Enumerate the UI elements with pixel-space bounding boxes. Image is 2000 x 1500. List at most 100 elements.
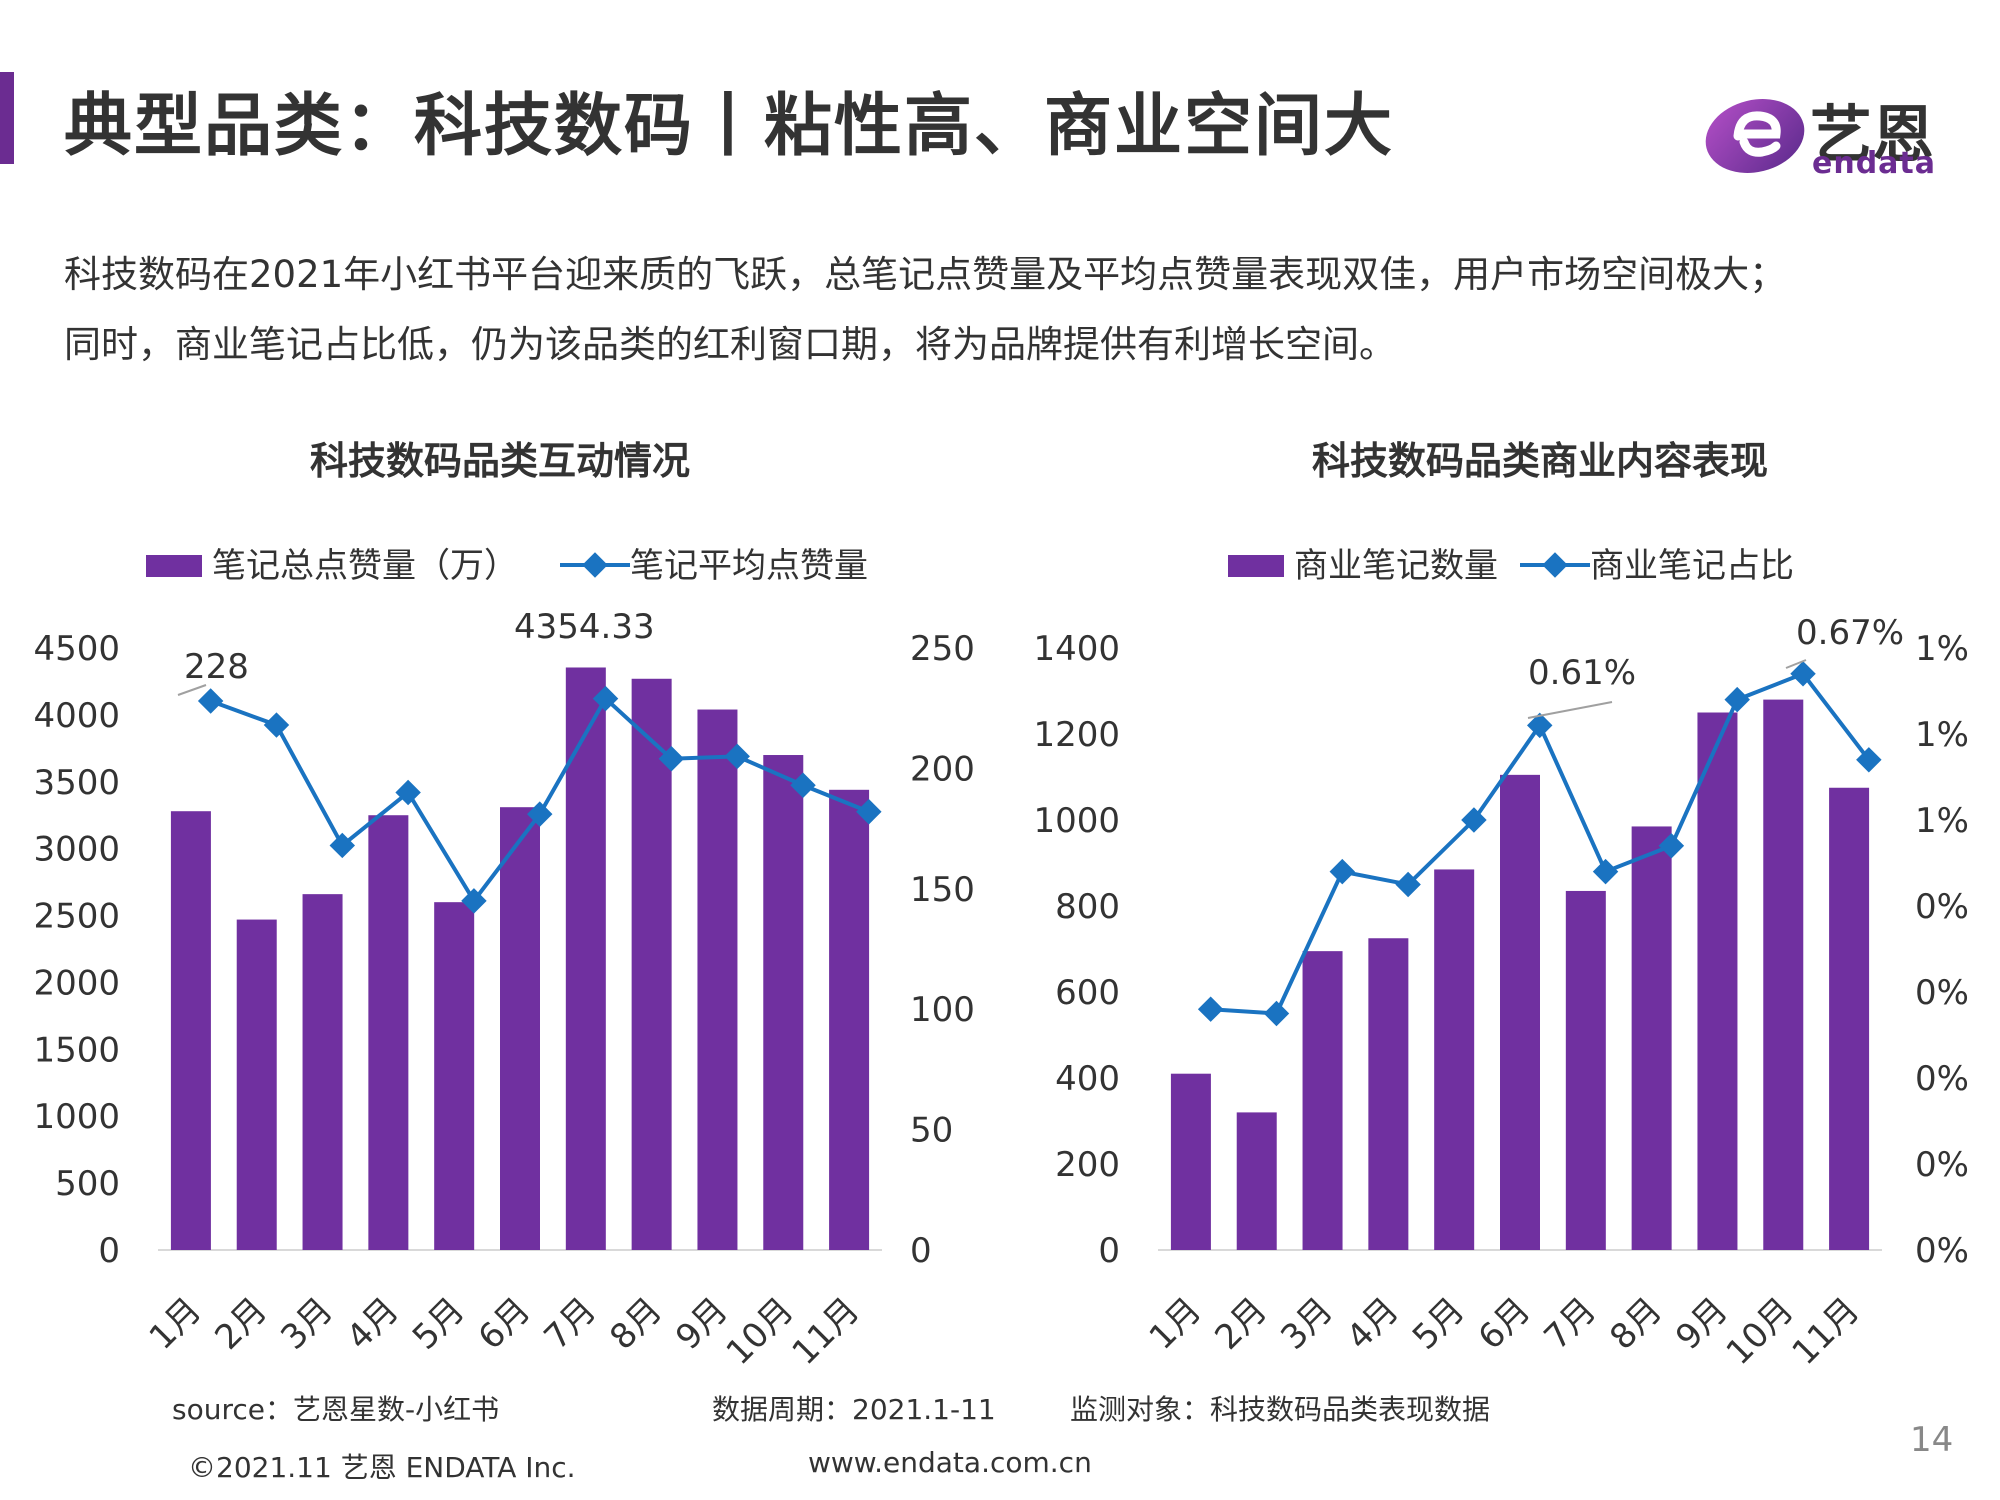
right-legend-bar-label: 商业笔记数量	[1294, 546, 1498, 586]
left-line-marker	[658, 746, 685, 772]
right-x-tick-label: 11月	[1785, 1290, 1868, 1373]
left-x-tick-label: 10月	[719, 1290, 802, 1373]
left-left-tick-label: 3000	[33, 830, 120, 870]
right-legend-line-marker	[1542, 552, 1568, 578]
right-x-tick-label: 8月	[1602, 1290, 1670, 1358]
left-x-tick-label: 6月	[471, 1290, 539, 1358]
right-right-tick-label: 1%	[1915, 629, 1969, 669]
right-bar	[1697, 712, 1738, 1250]
left-bar	[697, 709, 738, 1250]
right-right-tick-label: 0%	[1915, 1231, 1969, 1271]
logo-english-text: endata	[1812, 146, 1937, 181]
left-x-tick-label: 5月	[405, 1290, 473, 1358]
right-chart-title: 科技数码品类商业内容表现	[1311, 439, 1768, 483]
page-number: 14	[1910, 1420, 1954, 1460]
left-bar	[236, 919, 277, 1250]
left-left-tick-label: 1500	[33, 1030, 120, 1070]
left-line-marker	[856, 799, 882, 825]
right-left-tick-label: 600	[1055, 973, 1120, 1013]
left-right-tick-label: 250	[910, 629, 975, 669]
left-left-tick-label: 4500	[33, 629, 120, 669]
right-right-tick-label: 1%	[1915, 801, 1969, 841]
right-left-tick-label: 1200	[1033, 715, 1120, 755]
right-line-marker	[1592, 858, 1619, 885]
right-annotation-leader	[1785, 659, 1807, 669]
left-right-tick-label: 100	[910, 990, 975, 1030]
left-bar	[763, 755, 804, 1250]
right-line-marker	[1724, 686, 1750, 713]
right-bar	[1763, 699, 1804, 1250]
right-right-tick-label: 0%	[1915, 1145, 1969, 1185]
left-x-tick-label: 4月	[339, 1290, 407, 1358]
footer-period: 数据周期：2021.1-11	[712, 1393, 996, 1426]
left-annotation-leader	[177, 684, 207, 696]
page-title: 典型品类：科技数码丨粘性高、商业空间大	[64, 87, 1395, 166]
left-bar	[829, 789, 870, 1250]
left-bar	[302, 894, 343, 1250]
left-bar	[631, 678, 672, 1250]
left-legend-bar-swatch	[146, 555, 202, 577]
left-bar	[368, 815, 409, 1250]
left-left-tick-label: 2000	[33, 963, 120, 1003]
right-right-tick-label: 0%	[1915, 887, 1969, 927]
logo-brand-text: 艺恩	[1810, 98, 1935, 171]
left-bar	[434, 902, 475, 1250]
right-data-label: 0.61%	[1528, 653, 1636, 693]
left-x-tick-label: 8月	[602, 1290, 670, 1358]
left-line-marker	[197, 688, 224, 714]
right-left-tick-label: 200	[1055, 1145, 1120, 1185]
left-line-marker	[724, 743, 750, 770]
left-line-marker	[592, 685, 619, 712]
right-left-tick-label: 0	[1098, 1231, 1120, 1271]
right-x-tick-label: 3月	[1273, 1290, 1341, 1358]
left-left-tick-label: 3500	[33, 763, 120, 803]
description-line-2: 同时，商业笔记占比低，仍为该品类的红利窗口期，将为品牌提供有利增长空间。	[64, 323, 1396, 366]
left-x-tick-label: 7月	[537, 1290, 605, 1358]
right-legend-line-label: 商业笔记占比	[1590, 546, 1794, 586]
left-x-tick-label: 3月	[273, 1290, 341, 1358]
right-bar	[1302, 951, 1343, 1250]
left-x-tick-label: 2月	[207, 1290, 275, 1358]
left-line-marker	[790, 772, 816, 798]
right-line-marker	[1263, 1000, 1290, 1027]
right-right-tick-label: 0%	[1915, 1059, 1969, 1099]
left-left-tick-label: 2500	[33, 897, 120, 937]
right-annotation-leader	[1527, 701, 1613, 719]
right-data-label: 0.67%	[1796, 613, 1904, 653]
right-right-tick-label: 0%	[1915, 973, 1969, 1013]
left-x-tick-label: 1月	[142, 1290, 210, 1358]
right-left-tick-label: 400	[1055, 1059, 1120, 1099]
right-x-tick-label: 2月	[1207, 1290, 1275, 1358]
right-left-tick-label: 1400	[1033, 629, 1120, 669]
description-line-1: 科技数码在2021年小红书平台迎来质的飞跃，总笔记点赞量及平均点赞量表现双佳，用…	[64, 253, 1787, 296]
left-line-marker	[263, 712, 290, 738]
left-left-tick-label: 1000	[33, 1097, 120, 1137]
left-chart-title: 科技数码品类互动情况	[309, 439, 690, 483]
left-legend-line-label: 笔记平均点赞量	[630, 546, 868, 586]
title-accent-bar	[0, 72, 14, 164]
right-line-marker	[1197, 996, 1224, 1022]
right-legend-bar-swatch	[1228, 555, 1284, 577]
left-bar	[565, 667, 606, 1250]
left-right-tick-label: 150	[910, 870, 975, 910]
right-bar	[1829, 787, 1870, 1250]
left-x-tick-label: 11月	[785, 1290, 868, 1373]
left-right-tick-label: 0	[910, 1231, 932, 1271]
left-line-marker	[329, 832, 356, 859]
left-left-tick-label: 500	[55, 1164, 120, 1204]
left-data-label: 228	[184, 647, 249, 687]
left-right-tick-label: 200	[910, 749, 975, 789]
left-left-tick-label: 0	[98, 1231, 120, 1271]
left-bar	[500, 807, 540, 1250]
right-left-tick-label: 800	[1055, 887, 1120, 927]
right-bar	[1368, 938, 1409, 1250]
right-x-tick-label: 4月	[1339, 1290, 1407, 1358]
right-right-tick-label: 1%	[1915, 715, 1969, 755]
footer-website: www.endata.com.cn	[808, 1446, 1092, 1479]
right-left-tick-label: 1000	[1033, 801, 1120, 841]
left-line-marker	[527, 801, 553, 827]
left-legend-line-marker	[582, 552, 608, 578]
left-bar	[170, 811, 211, 1250]
right-bar	[1631, 826, 1672, 1250]
